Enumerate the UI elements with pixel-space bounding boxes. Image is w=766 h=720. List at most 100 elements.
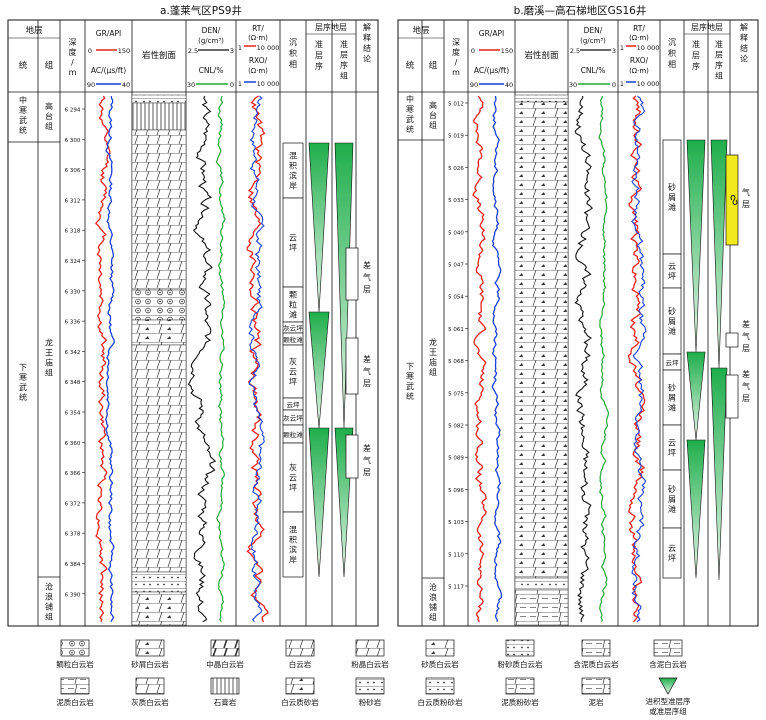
ac-min-label: 90 bbox=[87, 81, 95, 89]
lithology-interval bbox=[514, 94, 569, 103]
facies-label: 滩 bbox=[668, 202, 676, 212]
parasequence-triangle bbox=[308, 142, 330, 313]
facies-label: 坪 bbox=[668, 554, 676, 563]
legend-label: 进积型准层序 bbox=[646, 696, 691, 706]
facies-label: 云坪 bbox=[666, 359, 680, 367]
parasequence-set-triangle bbox=[710, 139, 728, 369]
legend-label: 石膏岩 bbox=[214, 697, 237, 707]
legend-label: 含泥白云岩 bbox=[649, 659, 687, 669]
facies-label: 灰 bbox=[289, 463, 297, 473]
facies-label: 灰 bbox=[289, 357, 297, 367]
facies-label: 混 bbox=[289, 152, 297, 161]
formation-gaotai: 高 bbox=[429, 100, 437, 110]
ac-header: AC/(μs/ft) bbox=[91, 66, 126, 75]
lithology-interval bbox=[131, 102, 187, 131]
cnl-min-label: 30 bbox=[569, 81, 577, 89]
interp-header: 结 bbox=[740, 43, 748, 53]
facies-label: 滨 bbox=[289, 545, 297, 555]
facies-label: 云 bbox=[668, 262, 676, 271]
gr-max-label: 150 bbox=[501, 47, 513, 55]
rt-max-label: 10 000 bbox=[637, 44, 660, 52]
depth-label: 6 366 bbox=[65, 471, 81, 477]
cnl-min-label: 30 bbox=[187, 81, 195, 89]
depth-label: 6 324 bbox=[65, 259, 81, 265]
facies-label: 云 bbox=[289, 474, 297, 483]
lithology-interval bbox=[131, 344, 187, 573]
legend-label: 灰质白云岩 bbox=[131, 697, 169, 707]
rxo-curve bbox=[248, 95, 265, 623]
system-lower-cambrian: 武 bbox=[406, 381, 414, 391]
formation-longwangmiao: 龙 bbox=[429, 337, 437, 347]
facies-interval bbox=[662, 253, 682, 289]
rt-curve bbox=[246, 95, 269, 623]
interpretation-label: 气 bbox=[363, 272, 371, 282]
legend-label: 砂屑白云岩 bbox=[131, 659, 169, 669]
seq-header: 序 bbox=[692, 61, 700, 71]
facies-header: 积 bbox=[289, 48, 297, 58]
system-lower-cambrian: 统 bbox=[406, 391, 414, 401]
system-lower-cambrian: 下 bbox=[19, 363, 27, 372]
facies-label: 云 bbox=[668, 439, 676, 448]
panel-a-title: a.蓬莱气区PS9井 bbox=[160, 4, 242, 17]
system-lower-cambrian: 寒 bbox=[406, 371, 414, 381]
legend-swatch bbox=[581, 677, 611, 695]
panel-frame bbox=[397, 19, 759, 627]
depth-label: 6 306 bbox=[65, 168, 81, 174]
gr-header: GR/API bbox=[479, 29, 504, 38]
depth-label: 6 372 bbox=[65, 501, 81, 507]
stratum-header: 地层 bbox=[412, 25, 429, 36]
lithology-interval bbox=[514, 101, 569, 579]
lithology-interval bbox=[514, 589, 569, 626]
parasequence-triangle bbox=[686, 439, 706, 579]
rt-curve bbox=[627, 95, 646, 623]
lithology-interval bbox=[131, 129, 187, 291]
legend-label: 鲕粒白云岩 bbox=[56, 659, 94, 669]
interpretation-label: 气 bbox=[742, 331, 750, 341]
facies-label: 砂 bbox=[668, 306, 676, 316]
depth-label: 6 312 bbox=[65, 198, 81, 204]
legend-label: 或准层序组 bbox=[649, 706, 687, 716]
rxo-curve bbox=[631, 95, 647, 623]
parasequence-triangle bbox=[686, 351, 706, 441]
legend-swatch bbox=[505, 677, 535, 695]
system-middle-cambrian: 寒 bbox=[406, 104, 414, 114]
depth-label: 6 330 bbox=[65, 289, 81, 295]
depth-label: 6 300 bbox=[65, 138, 81, 144]
lithology-interval bbox=[131, 571, 187, 593]
system-middle-cambrian: 中 bbox=[406, 94, 414, 104]
lithology-legend: 鲕粒白云岩 砂屑白云岩 中晶白云岩 白云岩 粉晶白云岩 砂质白云岩 粉砂质白云岩 含泥质白云岩… bbox=[56, 639, 691, 716]
lithology-interval bbox=[131, 289, 187, 321]
lithology-interval bbox=[131, 319, 187, 346]
rxo-unit: (Ω·m) bbox=[629, 67, 649, 75]
legend-swatch bbox=[285, 639, 315, 657]
legend-swatch bbox=[210, 677, 240, 695]
interp-header: 论 bbox=[740, 54, 748, 64]
system-middle-cambrian: 统 bbox=[19, 125, 27, 135]
lithology-header: 岩性剖面 bbox=[142, 50, 177, 61]
facies-label: 灰云坪 bbox=[283, 324, 303, 333]
legend-label: 砂质白云岩 bbox=[421, 659, 459, 669]
facies-interval bbox=[662, 424, 682, 471]
depth-label: 6 360 bbox=[65, 441, 81, 447]
depth-header: 深 bbox=[452, 38, 460, 47]
interpretation-label: 层 bbox=[742, 394, 750, 403]
legend-swatch bbox=[135, 639, 165, 657]
depth-label: 5 019 bbox=[448, 134, 464, 140]
poor-gas-layer-box bbox=[345, 247, 359, 301]
depth-header: m bbox=[69, 68, 77, 77]
facies-interval bbox=[662, 527, 682, 579]
facies-header: 沉 bbox=[289, 38, 297, 47]
formation-header: 组 bbox=[45, 60, 54, 71]
interp-header: 释 bbox=[363, 34, 371, 43]
formation-canglangpu: 组 bbox=[45, 612, 53, 622]
seq-header: 准 bbox=[692, 39, 700, 49]
legend-swatch bbox=[653, 639, 683, 657]
depth-label: 5 117 bbox=[448, 585, 464, 591]
interpretation-label: 差 bbox=[742, 319, 750, 329]
facies-label: 砂 bbox=[668, 484, 676, 494]
depth-label: 6 384 bbox=[65, 562, 81, 568]
lithology-interval bbox=[131, 591, 187, 626]
formation-canglangpu: 浪 bbox=[45, 592, 53, 602]
depth-header: 深 bbox=[69, 38, 77, 47]
depth-label: 5 068 bbox=[448, 359, 464, 365]
